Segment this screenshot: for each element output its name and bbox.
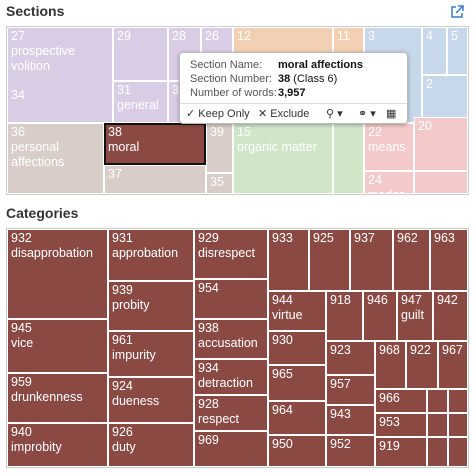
section-tile-24[interactable]: 24modes	[364, 171, 414, 194]
category-tile-944[interactable]: 944 virtue	[268, 291, 326, 331]
tooltip-action-bar: ✓ Keep Only ✕ Exclude ⚲ ▾ ⚭ ▾ ▦	[180, 103, 407, 124]
paperclip-icon: ⚲	[326, 108, 335, 120]
category-tile-925[interactable]: 925	[309, 229, 350, 291]
category-tile-967[interactable]: 967	[438, 341, 468, 389]
section-tile-36[interactable]: 36 personal affections	[7, 123, 104, 194]
category-tile-931[interactable]: 931 approbation	[108, 229, 194, 281]
category-tile-unlabeled[interactable]	[427, 437, 448, 467]
section-tile-37[interactable]: 37	[104, 165, 206, 194]
section-tile-pink-small[interactable]	[414, 171, 468, 194]
section-tile-4[interactable]: 4	[422, 27, 447, 75]
close-icon: ✕	[258, 108, 268, 120]
category-tile-939[interactable]: 939 probity	[108, 281, 194, 331]
category-tile-923[interactable]: 923	[326, 341, 375, 375]
category-tile-946[interactable]: 946	[363, 291, 397, 341]
category-tile-962[interactable]: 962	[393, 229, 430, 291]
check-icon: ✓	[186, 108, 196, 120]
tooltip-row-number: Section Number: 38 (Class 6)	[190, 73, 338, 85]
tooltip-row-name: Section Name: moral affections	[190, 59, 363, 71]
dropdown-caret-icon: ▾	[337, 108, 343, 120]
categories-treemap: 932 disapprobation 945 vice 959 drunkenness…	[6, 228, 469, 468]
view-data-button[interactable]: ▦	[386, 107, 396, 120]
category-tile-938[interactable]: 938 accusation	[194, 319, 268, 359]
category-tile-957[interactable]: 957	[326, 375, 375, 405]
section-tile-29[interactable]: 29	[113, 27, 168, 81]
category-tile-947[interactable]: 947 guilt	[397, 291, 433, 341]
section-tile-2[interactable]: 2	[422, 75, 468, 123]
category-tile-950[interactable]: 950	[268, 435, 326, 467]
category-tile-919[interactable]: 919	[375, 437, 427, 467]
attachment-menu-button[interactable]: ⚲ ▾	[326, 107, 343, 120]
category-tile-961[interactable]: 961 impurity	[108, 331, 194, 377]
category-tile-unlabeled[interactable]	[448, 413, 468, 437]
category-tile-unlabeled[interactable]	[448, 389, 468, 413]
category-tile-963[interactable]: 963	[430, 229, 468, 291]
category-tile-922[interactable]: 922	[406, 341, 438, 389]
category-tile-964[interactable]: 964	[268, 401, 326, 435]
category-tile-954[interactable]: 954	[194, 279, 268, 319]
category-tile-933[interactable]: 933	[268, 229, 309, 291]
category-tile-924[interactable]: 924 dueness	[108, 377, 194, 423]
category-tile-918[interactable]: 918	[326, 291, 363, 341]
sections-title: Sections	[6, 3, 65, 19]
section-tile-20[interactable]: 20	[414, 117, 468, 171]
external-link-icon[interactable]	[450, 5, 464, 19]
category-tile-952[interactable]: 952	[326, 435, 375, 467]
category-tile-965[interactable]: 965	[268, 365, 326, 401]
section-tile-35[interactable]: 35	[206, 173, 233, 194]
section-tile-15[interactable]: 15 organic matter	[233, 123, 333, 194]
category-tile-968[interactable]: 968	[375, 341, 406, 389]
exclude-button[interactable]: ✕ Exclude	[258, 108, 310, 120]
category-tile-unlabeled[interactable]	[448, 437, 468, 467]
section-tile-38-selected[interactable]: 38 moral	[104, 123, 206, 165]
section-tooltip: Section Name: moral affections Section Nu…	[179, 52, 408, 124]
category-tile-945[interactable]: 945 vice	[7, 319, 108, 373]
category-tile-928[interactable]: 928 respect	[194, 395, 268, 431]
keep-only-button[interactable]: ✓ Keep Only	[186, 108, 250, 120]
category-tile-959[interactable]: 959 drunkenness	[7, 373, 108, 423]
section-tile-34[interactable]: 34	[7, 87, 113, 123]
section-tile-22[interactable]: 22 means	[364, 123, 414, 171]
category-tile-934[interactable]: 934 detraction	[194, 359, 268, 395]
section-tile-31[interactable]: 31 general	[113, 81, 168, 123]
category-tile-930[interactable]: 930	[268, 331, 326, 365]
section-tile-green-small[interactable]	[333, 123, 364, 194]
category-tile-940[interactable]: 940 improbity	[7, 423, 108, 467]
category-tile-966[interactable]: 966	[375, 389, 427, 413]
category-tile-929[interactable]: 929 disrespect	[194, 229, 268, 279]
group-menu-button[interactable]: ⚭ ▾	[358, 107, 376, 120]
category-tile-unlabeled[interactable]	[427, 389, 448, 413]
category-tile-926[interactable]: 926 duty	[108, 423, 194, 467]
category-tile-932[interactable]: 932 disapprobation	[7, 229, 108, 319]
dropdown-caret-icon: ▾	[370, 108, 376, 120]
category-tile-unlabeled[interactable]	[427, 413, 448, 437]
category-tile-937[interactable]: 937	[350, 229, 393, 291]
link-icon: ⚭	[358, 108, 368, 120]
category-tile-969[interactable]: 969	[194, 431, 268, 467]
categories-title: Categories	[6, 205, 79, 221]
section-tile-5[interactable]: 5	[447, 27, 468, 75]
category-tile-953[interactable]: 953	[375, 413, 427, 437]
category-tile-943[interactable]: 943	[326, 405, 375, 435]
category-tile-942[interactable]: 942	[433, 291, 468, 341]
section-tile-39[interactable]: 39	[206, 123, 233, 173]
table-icon: ▦	[386, 108, 397, 120]
tooltip-row-words: Number of words:3,957	[190, 87, 306, 99]
